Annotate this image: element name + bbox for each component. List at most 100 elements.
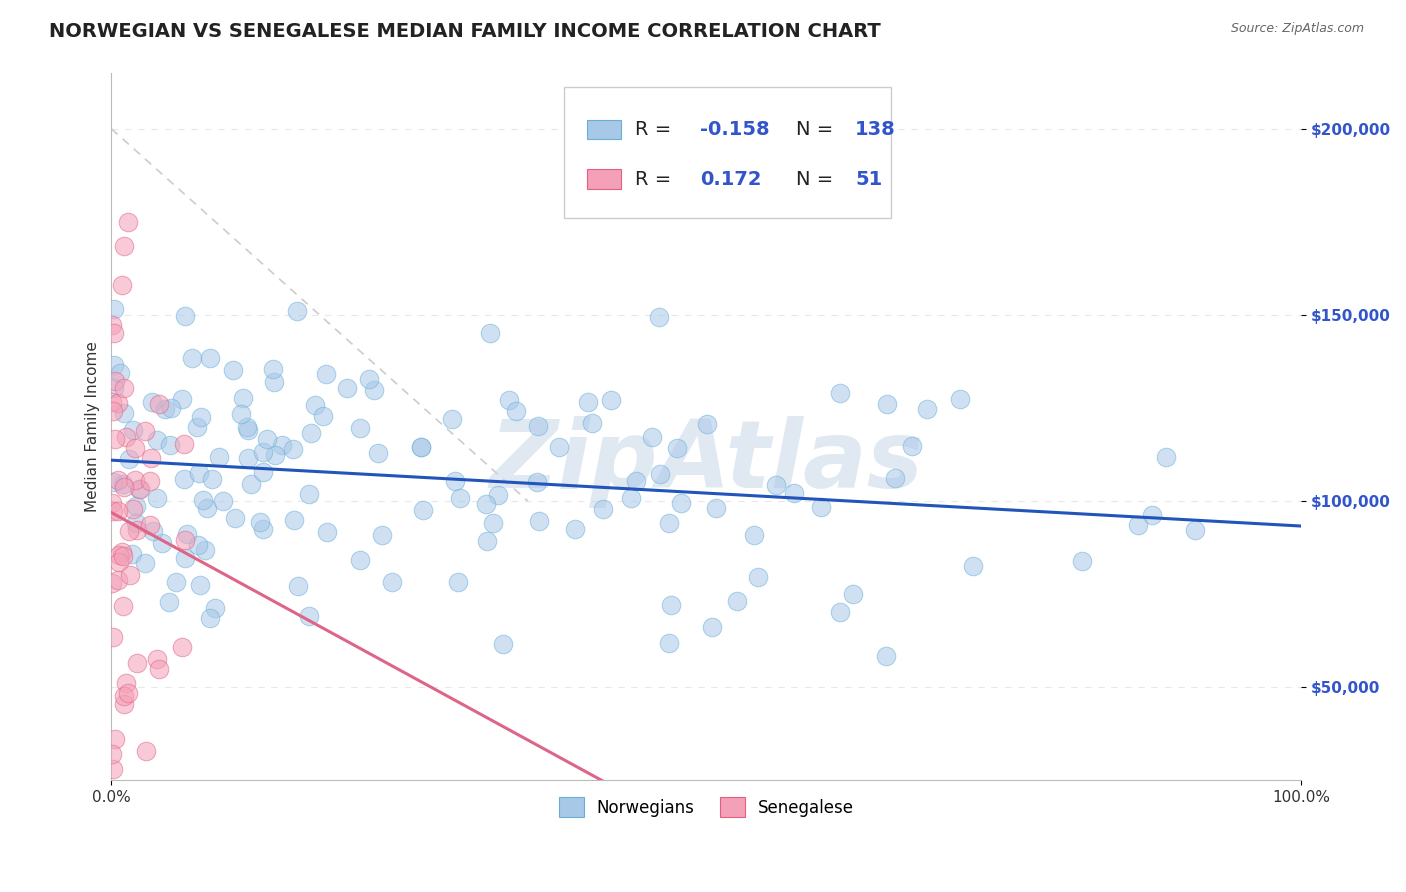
Point — [283, 442, 305, 456]
Text: N =: N = — [796, 169, 832, 188]
Point — [363, 383, 385, 397]
Point — [304, 398, 326, 412]
Point — [125, 516, 148, 530]
Point — [190, 409, 212, 424]
Text: R =: R = — [636, 169, 671, 188]
Point — [263, 448, 285, 462]
Point — [665, 441, 688, 455]
Point — [238, 423, 260, 437]
Point — [107, 573, 129, 587]
Point — [486, 487, 509, 501]
Point — [212, 494, 235, 508]
Point — [411, 440, 433, 454]
Point — [380, 574, 402, 589]
Point — [641, 430, 664, 444]
Point — [256, 432, 278, 446]
Point — [249, 516, 271, 530]
Point — [200, 611, 222, 625]
Point — [696, 417, 718, 432]
Point — [198, 351, 221, 365]
Legend: Norwegians, Senegalese: Norwegians, Senegalese — [550, 789, 862, 825]
Point — [412, 503, 434, 517]
Point — [181, 351, 204, 365]
Text: NORWEGIAN VS SENEGALESE MEDIAN FAMILY INCOME CORRELATION CHART: NORWEGIAN VS SENEGALESE MEDIAN FAMILY IN… — [49, 22, 882, 41]
Point — [101, 395, 124, 409]
Point — [208, 450, 231, 465]
Point — [1154, 450, 1177, 465]
Point — [236, 451, 259, 466]
Text: 138: 138 — [855, 120, 896, 139]
Point — [949, 392, 972, 407]
Point — [115, 676, 138, 690]
Point — [157, 595, 180, 609]
Point — [240, 476, 263, 491]
Y-axis label: Median Family Income: Median Family Income — [86, 342, 100, 512]
Point — [148, 662, 170, 676]
Point — [108, 556, 131, 570]
Point — [107, 473, 129, 487]
Point — [349, 421, 371, 435]
Text: -0.158: -0.158 — [700, 120, 770, 139]
Point — [101, 503, 124, 517]
Point — [155, 401, 177, 416]
Point — [101, 318, 124, 332]
Point — [187, 538, 209, 552]
Point — [107, 504, 129, 518]
Point — [134, 557, 156, 571]
Point — [830, 386, 852, 401]
Point — [160, 401, 183, 415]
Point — [527, 419, 550, 434]
Text: 0.172: 0.172 — [700, 169, 762, 188]
Point — [191, 492, 214, 507]
Point — [1126, 517, 1149, 532]
Text: 51: 51 — [855, 169, 882, 188]
Point — [235, 419, 257, 434]
Point — [142, 524, 165, 538]
Point — [315, 367, 337, 381]
Point — [669, 496, 692, 510]
Point — [297, 609, 319, 624]
Point — [101, 762, 124, 776]
Point — [117, 452, 139, 467]
Point — [262, 361, 284, 376]
Point — [111, 599, 134, 613]
Point — [747, 570, 769, 584]
Point — [112, 405, 135, 419]
Point — [165, 574, 187, 589]
Point — [174, 309, 197, 323]
Point — [592, 501, 614, 516]
Point — [742, 528, 765, 542]
Point — [104, 731, 127, 746]
Point — [529, 514, 551, 528]
Point — [962, 559, 984, 574]
Point — [1184, 524, 1206, 538]
Point — [118, 524, 141, 539]
Point — [411, 440, 433, 454]
Point — [841, 587, 863, 601]
Point — [222, 363, 245, 377]
Point — [367, 446, 389, 460]
Point — [901, 439, 924, 453]
Point — [139, 474, 162, 488]
Point — [107, 396, 129, 410]
Point — [176, 526, 198, 541]
Point — [146, 491, 169, 505]
Point — [548, 440, 571, 454]
Point — [146, 433, 169, 447]
Point — [124, 473, 146, 487]
Point — [111, 278, 134, 293]
Text: ZipAtlas: ZipAtlas — [489, 416, 924, 508]
Point — [371, 528, 394, 542]
Point — [477, 534, 499, 549]
Point — [252, 444, 274, 458]
FancyBboxPatch shape — [588, 169, 620, 189]
Point — [188, 578, 211, 592]
Point — [186, 420, 208, 434]
Point — [229, 407, 252, 421]
Point — [101, 496, 124, 510]
Point — [658, 516, 681, 530]
Point — [449, 491, 471, 505]
Point — [103, 432, 125, 446]
Point — [505, 403, 527, 417]
Point — [108, 367, 131, 381]
